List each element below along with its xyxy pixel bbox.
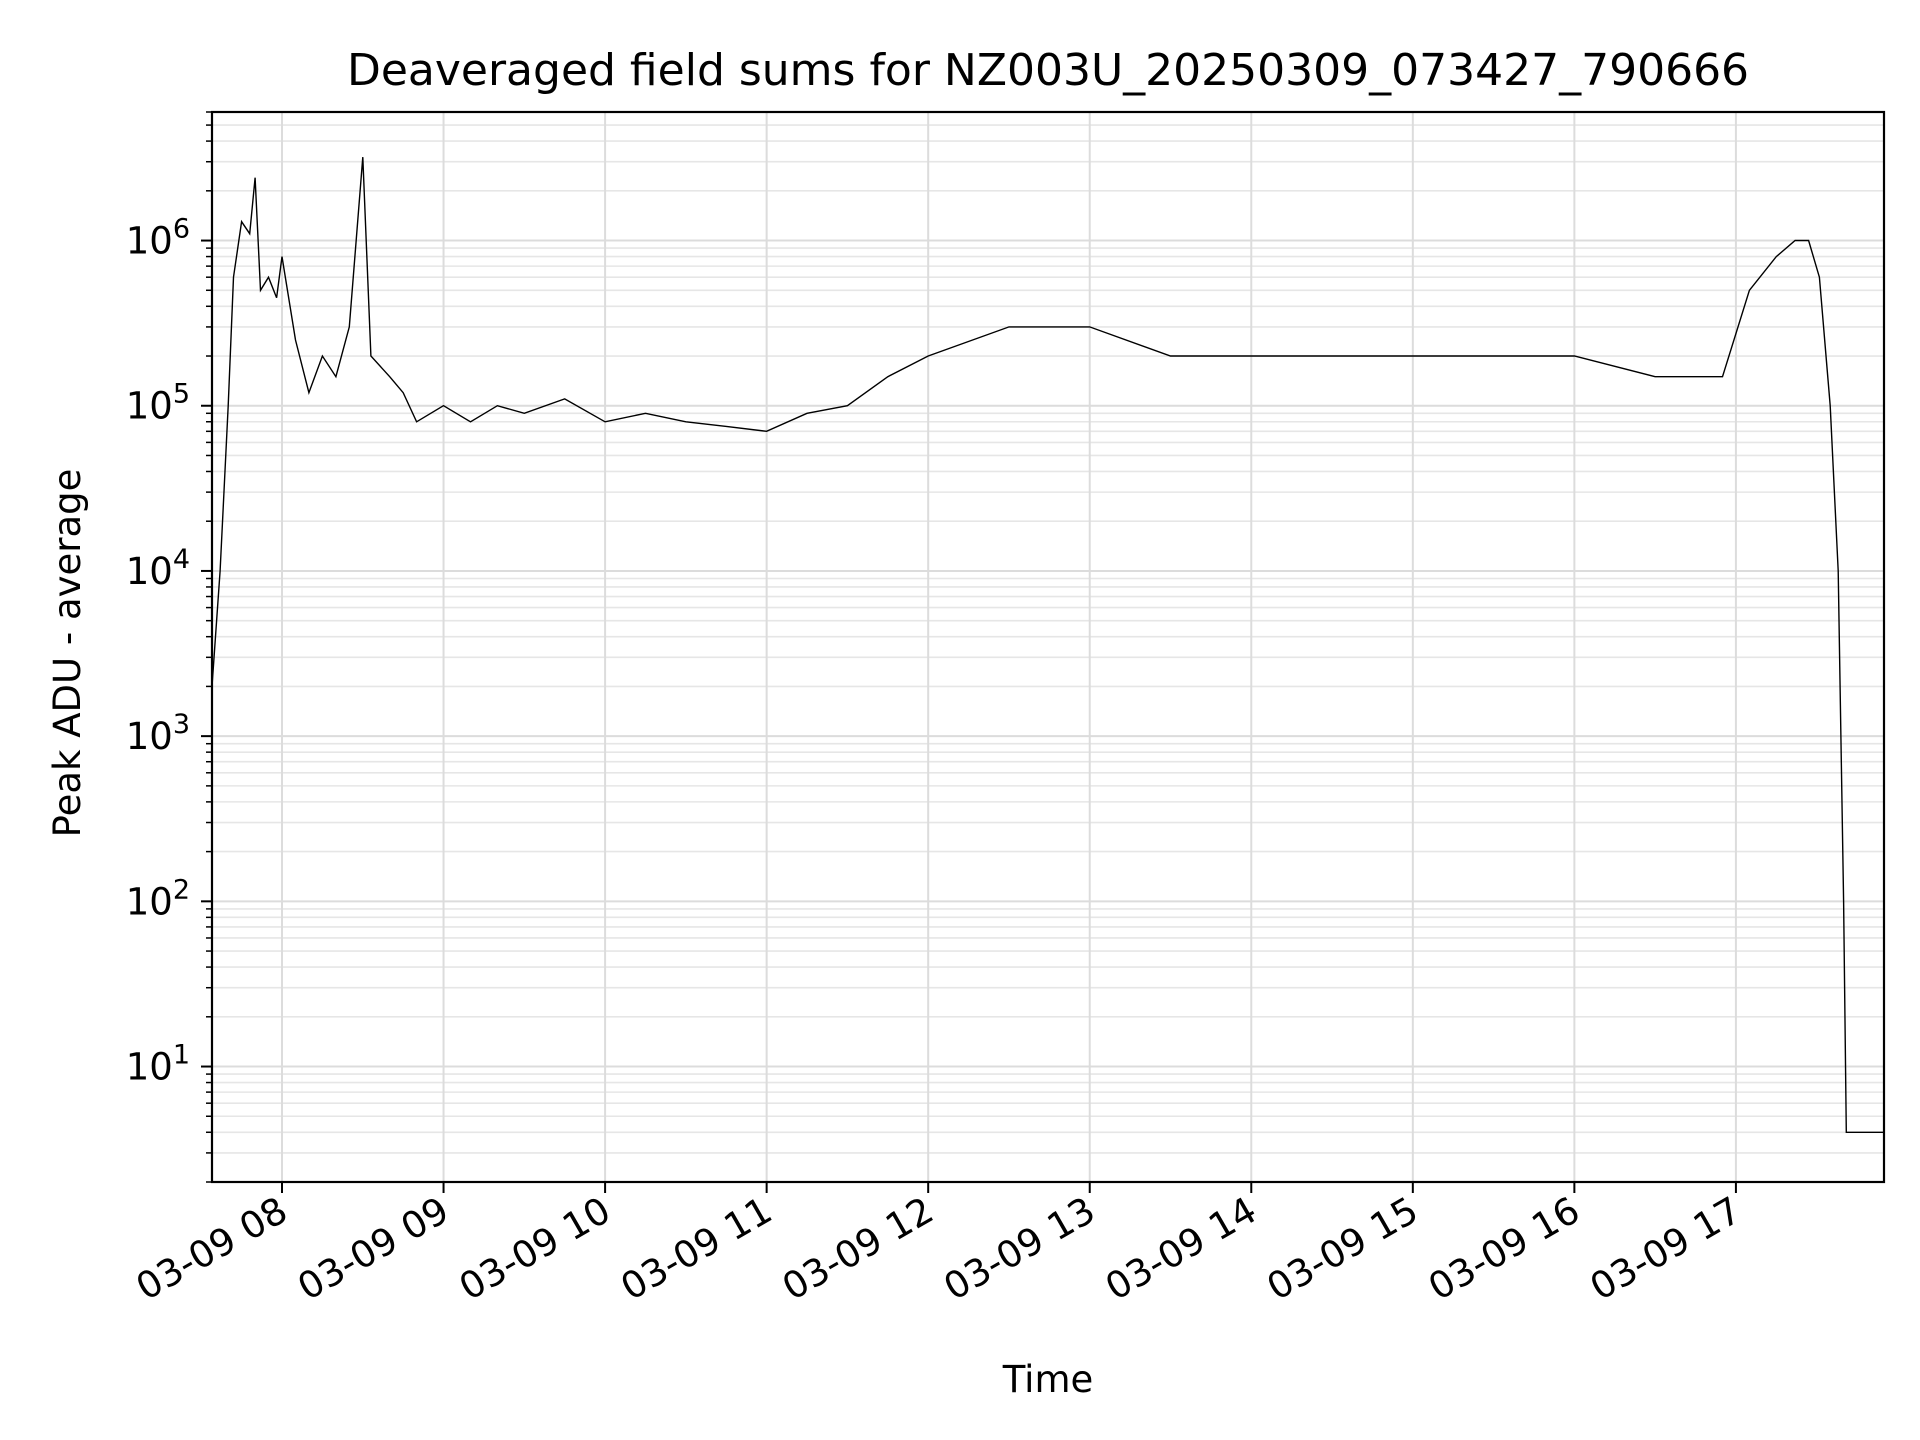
plot-frame	[210, 110, 1886, 1184]
y-tick-exponent: 4	[173, 544, 190, 575]
y-tick-base: 10	[126, 550, 173, 593]
y-tick-exponent: 3	[173, 709, 190, 740]
y-tick-exponent: 5	[173, 379, 190, 410]
y-tick-exponent: 6	[173, 214, 190, 245]
series-layer	[211, 157, 1884, 1133]
y-tick-base: 10	[126, 715, 173, 758]
y-tick-base: 10	[126, 1046, 173, 1089]
y-tick-label: 102	[126, 874, 190, 923]
y-axis-label: Peak ADU - average	[46, 469, 89, 838]
chart-title: Deaveraged field sums for NZ003U_2025030…	[347, 45, 1749, 96]
y-tick-base: 10	[126, 385, 173, 428]
y-tick-label: 103	[126, 709, 190, 758]
y-tick-base: 10	[126, 880, 173, 923]
series-line	[211, 157, 1884, 1133]
y-tick-label: 106	[126, 214, 190, 263]
y-tick-exponent: 1	[173, 1040, 190, 1071]
y-tick-label: 101	[126, 1040, 190, 1089]
y-tick-label: 105	[126, 379, 190, 428]
y-tick-base: 10	[126, 220, 173, 263]
y-tick-exponent: 2	[173, 874, 190, 905]
grid-lines	[212, 111, 1884, 1183]
y-tick-label: 104	[126, 544, 190, 593]
x-axis-label: Time	[1002, 1358, 1094, 1401]
